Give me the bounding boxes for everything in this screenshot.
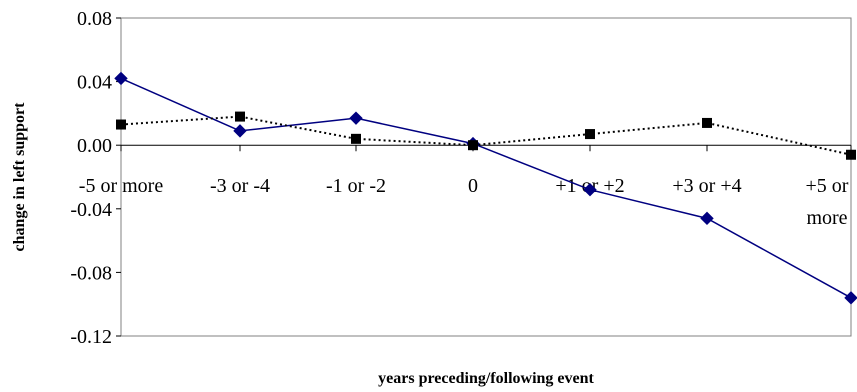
data-point-diamond (844, 291, 857, 305)
y-axis-title: change in left support (11, 102, 28, 252)
y-tick-label: -0.08 (70, 262, 112, 284)
x-axis-tick-labels: -5 or more-3 or -4-1 or -20+1 or +2+3 or… (79, 145, 852, 229)
data-point-square (585, 129, 595, 140)
x-axis-title: years preceding/following event (378, 370, 594, 387)
data-point-square (116, 119, 126, 130)
data-point-square (468, 140, 478, 151)
data-point-diamond (233, 124, 247, 138)
y-tick-label: -0.04 (70, 199, 112, 221)
data-point-square (351, 133, 361, 144)
y-axis-ticks: 0.08 0.04 0.00 -0.04 -0.08 -0.12 (70, 8, 121, 348)
data-point-square (235, 111, 245, 122)
data-point-diamond (700, 211, 714, 226)
x-tick-label: -1 or -2 (326, 175, 386, 197)
data-point-diamond (114, 71, 128, 86)
series-group (114, 71, 857, 305)
y-tick-label: 0.08 (77, 8, 112, 30)
data-point-square (702, 117, 712, 128)
x-tick-label: -5 or more (79, 175, 164, 197)
x-tick-label: -3 or -4 (210, 175, 270, 197)
plot-area-frame (120, 17, 852, 337)
x-tick-label: +5 or more (806, 175, 849, 229)
data-point-square (846, 149, 856, 160)
data-point-diamond (349, 111, 363, 125)
x-tick-label: 0 (468, 175, 478, 197)
y-tick-label: -0.12 (70, 326, 112, 348)
data-point-diamond (583, 183, 597, 197)
y-tick-label: 0.00 (77, 135, 112, 157)
x-tick-label: +3 or +4 (672, 175, 741, 197)
y-tick-label: 0.04 (77, 72, 112, 94)
